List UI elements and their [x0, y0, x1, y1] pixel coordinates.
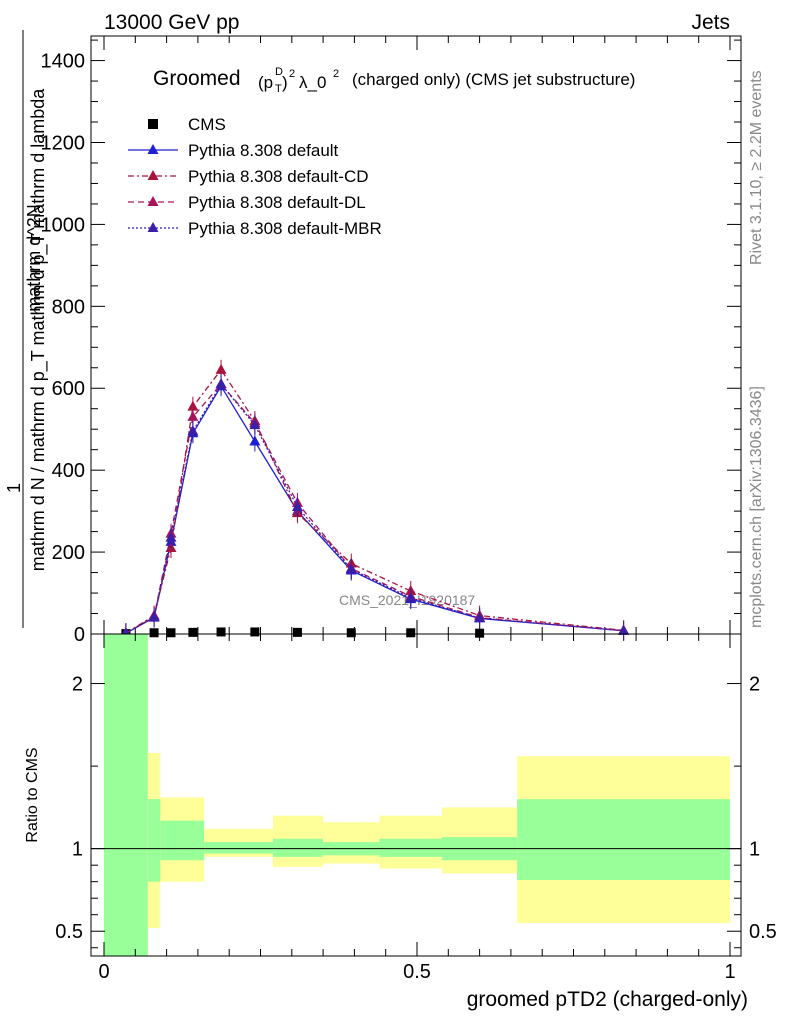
ratio-panel: 0.5 0.51 12 2 0 0.5 1 Ratio to CMS groomed pT…: [24, 633, 777, 1011]
legend-marker: [147, 222, 159, 232]
ratio-y-tick-label: 0.5: [55, 921, 83, 943]
legend-item: Pythia 8.308 default-DL: [128, 193, 366, 212]
ratio-band-inner: [147, 799, 161, 882]
ratio-y-tick-labels: 0.5 0.5 1 1 2 2: [55, 674, 777, 944]
y-tick-label: 0: [74, 624, 85, 646]
ratio-band-inner: [273, 838, 324, 857]
main-y-tick-labels: 0 200 400 600 800 1000 1200 1400: [41, 51, 86, 646]
y-tick-label: 200: [52, 542, 85, 564]
y-label-den: mathrm d N / mathrm d p_T mathrm d p_T m…: [28, 88, 49, 571]
ratio-y-tick-label: 2: [72, 674, 83, 696]
main-y-label: mathrm d^2N 1 mathrm d N / mathrm d p_T …: [4, 30, 49, 628]
legend-label: CMS: [188, 115, 226, 134]
legend-marker: [147, 196, 159, 206]
ratio-y-tick-label: 1: [72, 839, 83, 861]
data-point: [216, 627, 226, 637]
ratio-frame: [90, 633, 742, 957]
y-tick-label: 800: [52, 296, 85, 318]
title-symbol: (p: [258, 73, 273, 92]
x-tick-label: 1: [724, 961, 735, 983]
data-point: [475, 628, 485, 638]
ratio-axis-ticks: [91, 634, 741, 956]
y-tick-label: 1400: [41, 51, 86, 73]
ratio-bands: [104, 634, 730, 956]
header-left: 13000 GeV pp: [104, 11, 239, 34]
x-tick-label: 0: [98, 961, 109, 983]
title-symbol-close: ): [282, 73, 288, 92]
ratio-y-label: Ratio to CMS: [24, 747, 41, 842]
y-tick-label: 600: [52, 378, 85, 400]
data-point: [166, 628, 176, 638]
title-suffix: (charged only) (CMS jet substructure): [352, 70, 635, 89]
data-point: [149, 628, 159, 638]
y-label-num: 1: [4, 483, 24, 493]
ratio-y-tick-label-right: 1: [749, 839, 760, 861]
legend: CMS Pythia 8.308 default Pythia 8.308 defa…: [128, 115, 382, 238]
ratio-band-inner: [104, 634, 148, 956]
legend-label: Pythia 8.308 default-CD: [188, 167, 369, 186]
data-point: [346, 628, 356, 638]
title-symbol-sup-d: D: [275, 66, 283, 78]
legend-label: Pythia 8.308 default-MBR: [188, 219, 382, 238]
title-symbol-sub: T: [275, 83, 282, 95]
series-0: [121, 627, 485, 639]
mcplots-label: mcplots.cern.ch [arXiv:1306.3436]: [748, 386, 765, 628]
y-tick-label: 1000: [41, 214, 86, 236]
ratio-band-inner: [517, 799, 730, 881]
ratio-band-inner: [160, 820, 205, 861]
rivet-label: Rivet 3.1.10, ≥ 2.2M events: [748, 70, 765, 265]
title-symbol-sq: 2: [289, 68, 295, 80]
legend-item: Pythia 8.308 default-CD: [128, 167, 369, 186]
ratio-band-inner: [379, 838, 443, 857]
y-tick-label: 1200: [41, 132, 86, 154]
x-tick-labels: 0 0.5 1: [98, 961, 735, 983]
main-panel: 0 200 400 600 800 1000 1200 1400 Groomed (p T D…: [4, 30, 742, 646]
x-tick-label: 0.5: [403, 961, 431, 983]
main-axis-ticks: [91, 36, 741, 635]
legend-marker: [147, 170, 159, 180]
ratio-band-inner: [204, 842, 274, 854]
legend-marker: [147, 144, 159, 154]
plot-title: Groomed (p T D ) 2 λ_0 2 (charged only) …: [153, 66, 635, 95]
x-axis-label: groomed pTD2 (charged-only): [467, 988, 748, 1011]
legend-item: Pythia 8.308 default-MBR: [128, 219, 382, 238]
ratio-y-tick-label-right: 0.5: [749, 921, 777, 943]
legend-marker: [148, 119, 158, 129]
legend-item: CMS: [148, 115, 226, 134]
ratio-y-tick-label-right: 2: [749, 674, 760, 696]
title-lambda-sq: 2: [333, 68, 339, 80]
data-point: [406, 628, 416, 638]
legend-label: Pythia 8.308 default: [188, 141, 339, 160]
data-point: [250, 627, 260, 637]
header-right: Jets: [691, 11, 730, 34]
legend-label: Pythia 8.308 default-DL: [188, 193, 366, 212]
data-point: [188, 627, 198, 637]
data-point: [292, 627, 302, 637]
y-label-top: mathrm d^2N: [24, 204, 44, 311]
series-4: [120, 374, 630, 644]
legend-item: Pythia 8.308 default: [128, 141, 339, 160]
title-lambda: λ_0: [299, 73, 326, 92]
y-tick-label: 400: [52, 460, 85, 482]
title-prefix: Groomed: [153, 67, 241, 90]
